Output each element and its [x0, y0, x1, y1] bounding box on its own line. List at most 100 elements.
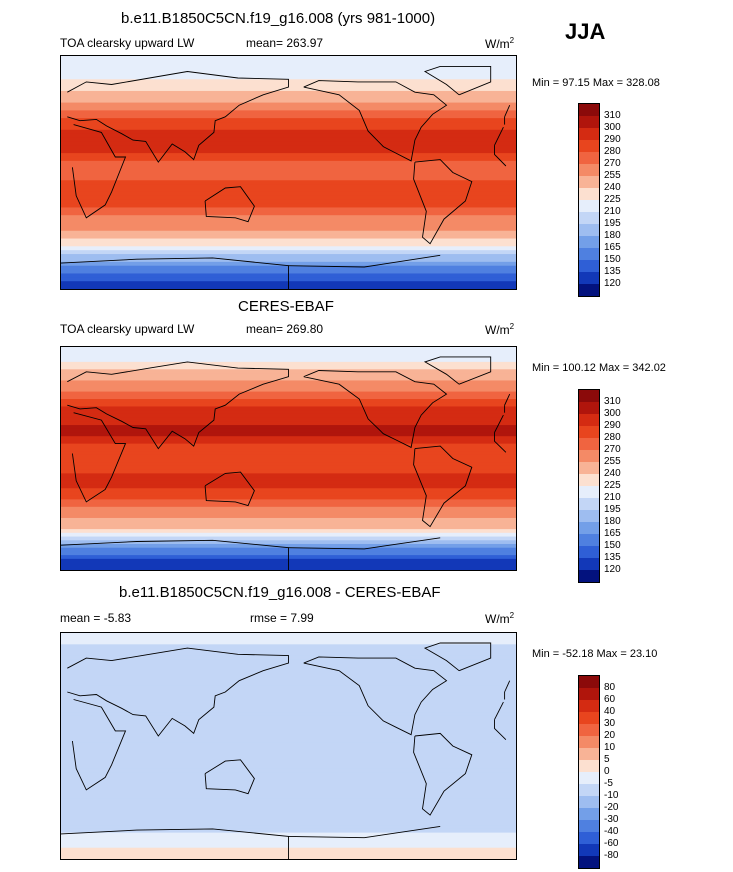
coastline: [504, 393, 511, 406]
lat-band: [61, 810, 516, 815]
lat-band: [61, 436, 516, 441]
lat-band: [61, 787, 516, 792]
colorbar-cell: [579, 248, 599, 260]
lat-band: [61, 219, 516, 224]
lat-band: [61, 670, 516, 676]
colorbar-cell: [579, 260, 599, 272]
coastline: [204, 471, 255, 507]
lat-band: [61, 90, 516, 96]
lat-band: [61, 791, 516, 796]
colorbar-tick-label: 80: [604, 682, 616, 693]
lat-band: [61, 514, 516, 519]
lat-band: [61, 384, 516, 389]
lat-band: [61, 391, 516, 396]
colorbar-cell: [579, 188, 599, 200]
lat-band: [61, 462, 516, 467]
lat-band: [61, 354, 516, 359]
colorbar-cell: [579, 546, 599, 558]
colorbar-cell: [579, 522, 599, 534]
colorbar-tick-label: 210: [604, 492, 621, 503]
lat-band: [61, 532, 516, 538]
lat-band: [61, 693, 516, 698]
lat-band: [61, 246, 516, 251]
lat-band: [61, 719, 516, 724]
colorbar-cell: [579, 736, 599, 748]
lat-band: [61, 644, 516, 649]
lat-band: [61, 145, 516, 150]
colorbar-cell: [579, 200, 599, 212]
lat-band: [61, 783, 516, 789]
panel-2-map: [60, 346, 517, 571]
colorbar-tick-label: 290: [604, 420, 621, 431]
lat-band: [61, 663, 516, 668]
colorbar-cell: [579, 450, 599, 462]
colorbar-cell: [579, 760, 599, 772]
colorbar-tick-label: 150: [604, 254, 621, 265]
map-svg: [61, 347, 516, 570]
lat-band: [61, 207, 516, 212]
lat-band: [61, 160, 516, 166]
lat-band: [61, 473, 516, 478]
colorbar-tick-label: -30: [604, 814, 619, 825]
lat-band: [61, 768, 516, 773]
lat-band: [61, 484, 516, 489]
colorbar-cell: [579, 570, 599, 582]
lat-band: [61, 510, 516, 515]
colorbar-tick-label: 120: [604, 564, 621, 575]
lat-band: [61, 176, 516, 181]
lat-band: [61, 153, 516, 158]
lat-band: [61, 648, 516, 653]
lat-band: [61, 738, 516, 743]
lat-band: [61, 454, 516, 460]
lat-band: [61, 772, 516, 777]
lat-band: [61, 172, 516, 177]
lat-band: [61, 700, 516, 706]
lat-band: [61, 536, 516, 541]
lat-band: [61, 540, 516, 545]
lat-band: [61, 685, 516, 691]
lat-band: [61, 129, 516, 135]
coastline: [413, 732, 473, 816]
coastline: [494, 127, 504, 146]
lat-band: [61, 347, 516, 352]
colorbar-tick-label: 225: [604, 194, 621, 205]
colorbar-cell: [579, 140, 599, 152]
lat-band: [61, 87, 516, 92]
lat-band: [61, 746, 516, 751]
colorbar-tick-label: 150: [604, 540, 621, 551]
colorbar-tick-label: 30: [604, 718, 616, 729]
panel-1-units: W/m2: [485, 36, 515, 51]
colorbar-tick-label: 240: [604, 468, 621, 479]
lat-band: [61, 499, 516, 504]
coastline: [494, 145, 507, 167]
coastline: [204, 759, 255, 795]
lat-band: [61, 149, 516, 154]
colorbar-cell: [579, 832, 599, 844]
colorbar-tick-label: 240: [604, 182, 621, 193]
colorbar-tick-label: 255: [604, 456, 621, 467]
lat-band: [61, 681, 516, 687]
lat-band: [61, 761, 516, 766]
panel-2-mean-label: mean= 269.80: [246, 322, 324, 336]
lat-band: [61, 488, 516, 493]
colorbar-cell: [579, 176, 599, 188]
panel-3-rmse-label: rmse = 7.99: [250, 611, 314, 625]
lat-band: [61, 794, 516, 800]
lat-band: [61, 164, 516, 170]
panel-3-title: b.e11.B1850C5CN.f19_g16.008 - CERES-EBAF: [119, 584, 441, 601]
coastline: [494, 719, 507, 741]
colorbar-cell: [579, 104, 599, 116]
colorbar-cell: [579, 414, 599, 426]
lat-band: [61, 439, 516, 445]
panel-2-colorbar: [578, 389, 600, 583]
lat-band: [61, 689, 516, 694]
coastline: [303, 80, 448, 162]
coastline: [504, 680, 511, 693]
lat-band: [61, 708, 516, 713]
lat-band: [61, 715, 516, 721]
coastline: [61, 257, 289, 289]
panel-1-variable-label: TOA clearsky upward LW: [60, 36, 195, 50]
colorbar-cell: [579, 474, 599, 486]
panel-3-mean-label: mean = -5.83: [60, 611, 132, 625]
colorbar-cell: [579, 808, 599, 820]
